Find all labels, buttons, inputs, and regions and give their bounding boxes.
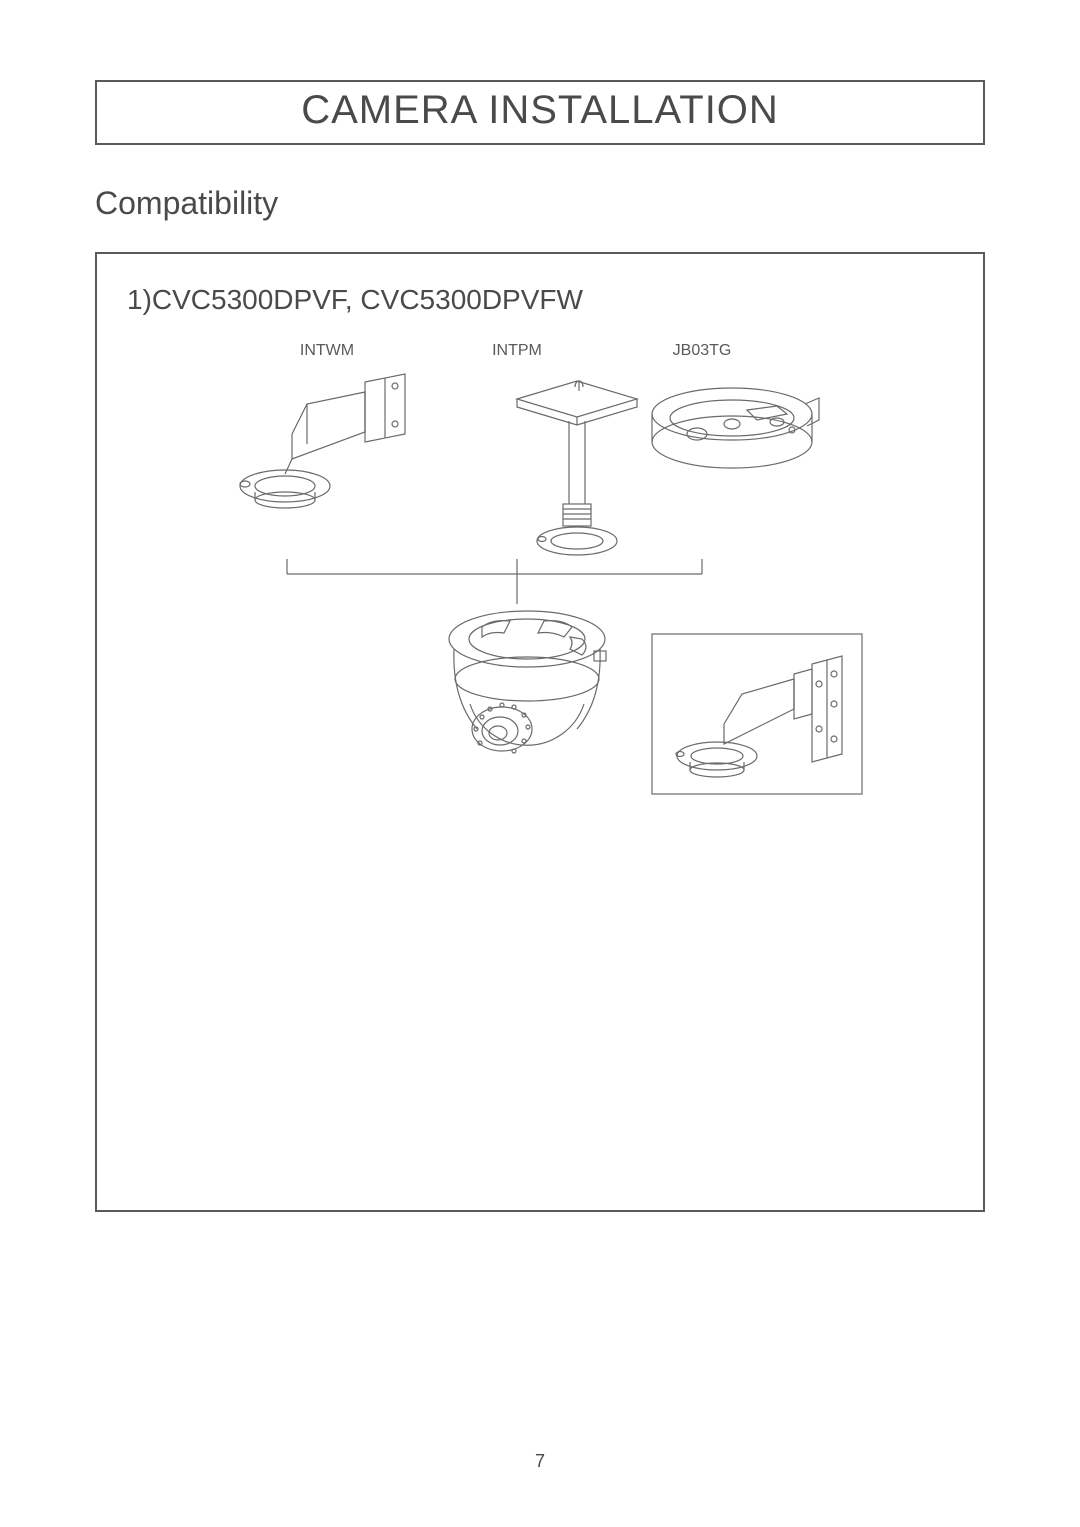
- page-title: CAMERA INSTALLATION: [301, 88, 779, 132]
- jb03tg-icon: [652, 388, 819, 468]
- section-heading: Compatibility: [95, 185, 985, 222]
- alt-mount-box: [652, 634, 862, 794]
- page-title-box: CAMERA INSTALLATION: [95, 80, 985, 145]
- connector-bracket: [287, 559, 702, 604]
- diagrams-svg: [97, 254, 983, 1210]
- intwm-icon: [240, 374, 405, 508]
- camera-icon: [449, 611, 606, 753]
- intpm-icon: [517, 381, 637, 555]
- page-number: 7: [0, 1451, 1080, 1472]
- compatibility-box: 1)CVC5300DPVF, CVC5300DPVFW INTWM INTPM …: [95, 252, 985, 1212]
